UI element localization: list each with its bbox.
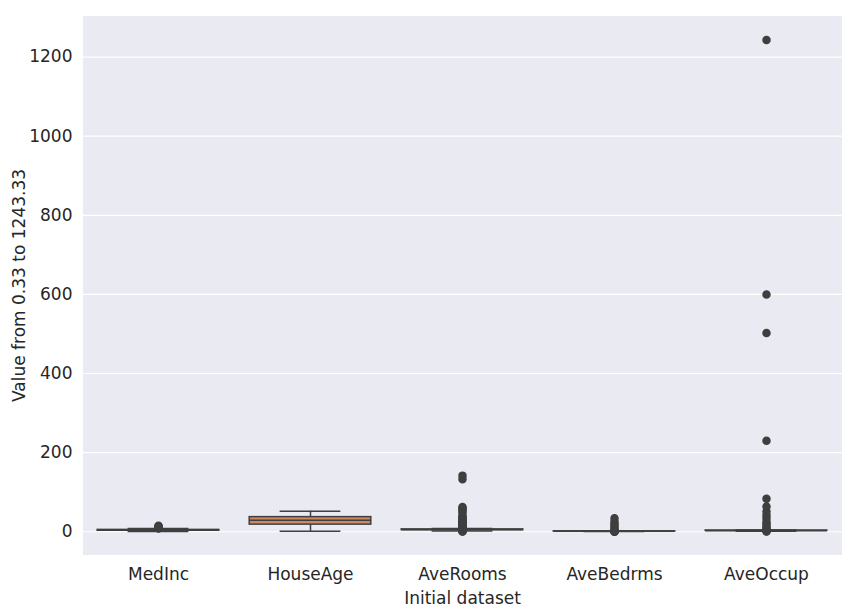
svg-text:AveRooms: AveRooms <box>418 564 507 584</box>
svg-text:Initial dataset: Initial dataset <box>404 588 521 608</box>
svg-text:AveBedrms: AveBedrms <box>566 564 662 584</box>
svg-text:400: 400 <box>40 363 72 383</box>
svg-text:HouseAge: HouseAge <box>267 564 353 584</box>
svg-text:200: 200 <box>40 442 72 462</box>
svg-text:1000: 1000 <box>29 126 72 146</box>
svg-text:MedInc: MedInc <box>128 564 189 584</box>
svg-text:Value from 0.33 to 1243.33: Value from 0.33 to 1243.33 <box>9 169 29 402</box>
svg-text:600: 600 <box>40 284 72 304</box>
svg-text:800: 800 <box>40 205 72 225</box>
svg-text:AveOccup: AveOccup <box>724 564 809 584</box>
svg-text:0: 0 <box>62 521 73 541</box>
svg-text:1200: 1200 <box>29 46 72 66</box>
